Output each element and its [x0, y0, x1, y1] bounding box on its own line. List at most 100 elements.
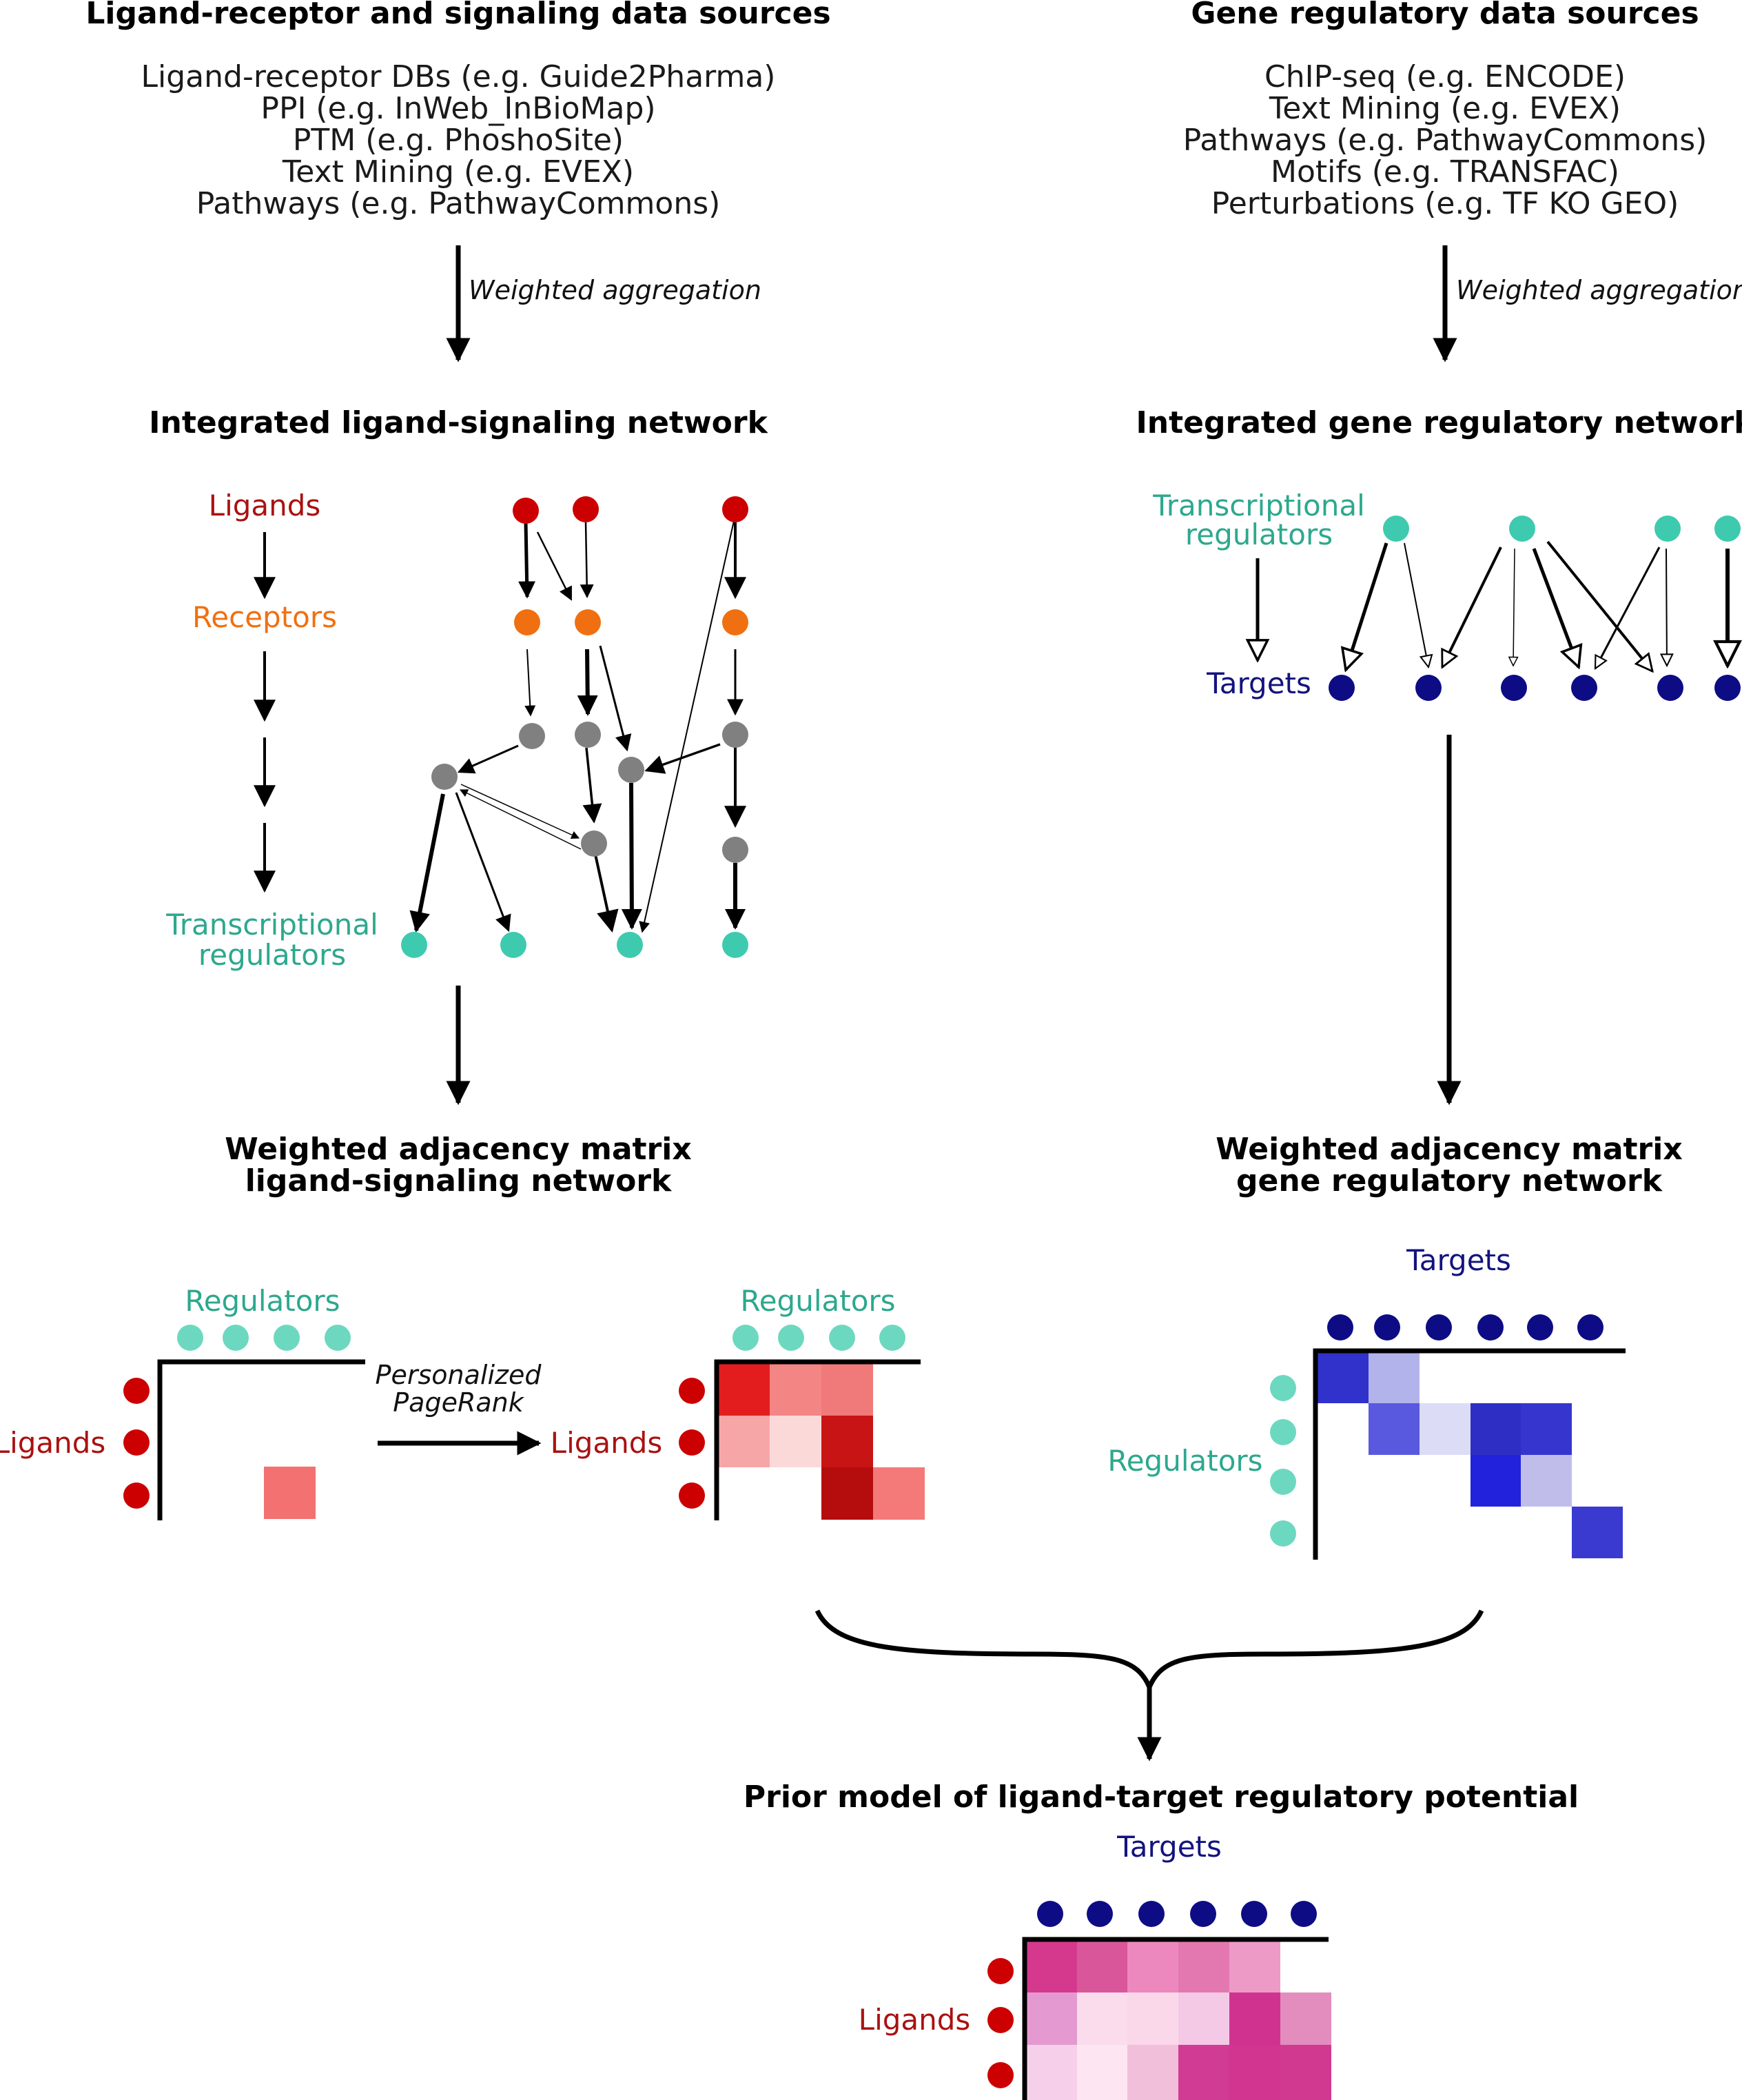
right-legend-tr-line1: Transcriptional — [1152, 489, 1365, 522]
matrix-before-rows-label: Ligands — [0, 1426, 105, 1460]
signaling-node — [519, 723, 545, 749]
right-aggregation-label: Weighted aggregation — [1456, 275, 1742, 305]
matrix-cell — [821, 1363, 873, 1416]
right-source-4: Motifs (e.g. TRANSFAC) — [1271, 154, 1619, 190]
bottom-title: Prior model of ligand-target regulatory … — [744, 1780, 1579, 1815]
matrix-axes — [1022, 1937, 1329, 2100]
signaling-node — [575, 722, 601, 748]
matrix-axes — [714, 1359, 921, 1520]
regulator-node — [1509, 516, 1535, 542]
legend-tr-label-line1: Transcriptional — [165, 908, 378, 941]
right-sources-panel: Gene regulatory data sources ChIP-seq (e… — [1183, 0, 1708, 221]
target-node — [1327, 1314, 1353, 1340]
right-network-edges — [1346, 540, 1728, 671]
matrix-cell — [1229, 1941, 1280, 1992]
regulator-node — [1714, 516, 1741, 542]
matrix-cell — [1229, 2045, 1280, 2100]
right-source-5: Perturbations (e.g. TF KO GEO) — [1211, 186, 1679, 221]
matrix-cell — [1471, 1455, 1521, 1507]
pagerank-label-line2: PageRank — [393, 1387, 524, 1418]
legend-receptors-label: Receptors — [192, 600, 337, 634]
matrix-cell — [718, 1363, 770, 1416]
right-matrix-title-line2: gene regulatory network — [1236, 1163, 1663, 1199]
left-network-nodes — [401, 496, 748, 958]
receptor-node — [575, 609, 601, 635]
receptor-node — [722, 609, 748, 635]
matrix-cell — [1026, 1941, 1077, 1992]
target-node — [1527, 1314, 1553, 1340]
target-node — [1577, 1314, 1603, 1340]
receptor-node — [514, 609, 540, 635]
matrix-cell — [1280, 1992, 1331, 2045]
regulator-node — [500, 932, 526, 958]
right-network-nodes — [1329, 516, 1741, 701]
ligand-node — [573, 496, 599, 522]
matrix-cell — [770, 1416, 821, 1467]
regulator-node — [778, 1325, 804, 1351]
matrix-cell — [1178, 2045, 1229, 2100]
signaling-node — [722, 837, 748, 863]
matrix-cell — [1521, 1403, 1572, 1455]
matrix-after-pagerank: Regulators Ligands — [551, 1284, 925, 1520]
matrix-cell — [1471, 1403, 1521, 1455]
right-matrix-title-line1: Weighted adjacency matrix — [1216, 1132, 1682, 1167]
target-node — [1190, 1901, 1216, 1927]
target-node — [1714, 675, 1741, 701]
regulator-node — [325, 1325, 351, 1351]
left-sources-title: Ligand-receptor and signaling data sourc… — [85, 0, 830, 31]
target-node — [1291, 1901, 1317, 1927]
signaling-node — [431, 764, 458, 790]
regulator-node — [1383, 516, 1409, 542]
merge-brace — [814, 1609, 1484, 1694]
matrix-after-cols-label: Regulators — [740, 1284, 895, 1318]
regulator-node — [1270, 1520, 1296, 1547]
matrix-cell — [718, 1416, 770, 1467]
signaling-node — [722, 722, 748, 748]
matrix-cell — [1178, 1992, 1229, 2045]
regulator-node — [1654, 516, 1681, 542]
left-source-2: PPI (e.g. InWeb_InBioMap) — [260, 91, 655, 126]
right-source-2: Text Mining (e.g. EVEX) — [1269, 91, 1621, 126]
regulator-node — [1270, 1419, 1296, 1445]
left-aggregation-label: Weighted aggregation — [469, 275, 761, 305]
regulator-node — [274, 1325, 300, 1351]
signaling-node — [581, 830, 607, 857]
matrix-cell — [1127, 2045, 1178, 2100]
target-node — [1037, 1901, 1063, 1927]
matrix-cell — [873, 1467, 925, 1520]
ligand-node — [722, 496, 748, 522]
regulator-node — [177, 1325, 203, 1351]
matrix-cell — [1420, 1403, 1471, 1455]
matrix-cell — [1178, 1941, 1229, 1992]
matrix-cell — [1280, 2045, 1331, 2100]
ligand-node — [987, 2007, 1014, 2033]
matrix-cell — [1026, 2045, 1077, 2100]
regulator-node — [1270, 1469, 1296, 1495]
target-node — [1374, 1314, 1400, 1340]
left-matrix-title-line2: ligand-signaling network — [245, 1163, 673, 1199]
target-node — [1241, 1901, 1267, 1927]
matrix-before-cols-label: Regulators — [185, 1284, 340, 1318]
right-source-3: Pathways (e.g. PathwayCommons) — [1183, 123, 1708, 158]
target-node — [1657, 675, 1683, 701]
ligand-node — [513, 498, 539, 524]
left-source-3: PTM (e.g. PhoshoSite) — [293, 123, 624, 158]
regulator-node — [617, 932, 643, 958]
grn-matrix-rows-label: Regulators — [1107, 1444, 1262, 1478]
left-source-1: Ligand-receptor DBs (e.g. Guide2Pharma) — [141, 59, 776, 94]
right-sources-title: Gene regulatory data sources — [1191, 0, 1699, 31]
matrix-cell — [1026, 1992, 1077, 2045]
left-network-edges — [409, 520, 746, 933]
matrix-cell — [1077, 2045, 1127, 2100]
bottom-rows-label: Ligands — [859, 2003, 971, 2037]
matrix-after-rows-label: Ligands — [551, 1426, 663, 1460]
regulator-node — [223, 1325, 249, 1351]
matrix-cell — [1521, 1455, 1572, 1507]
left-network-legend: Ligands Receptors Transcriptional regula… — [165, 489, 378, 972]
grn-matrix: Targets Regulators — [1107, 1243, 1626, 1560]
target-node — [1087, 1901, 1113, 1927]
right-network-legend: Transcriptional regulators Targets — [1152, 489, 1365, 700]
matrix-axes — [1313, 1348, 1626, 1560]
ligand-node — [987, 2062, 1014, 2088]
target-node — [1571, 675, 1597, 701]
